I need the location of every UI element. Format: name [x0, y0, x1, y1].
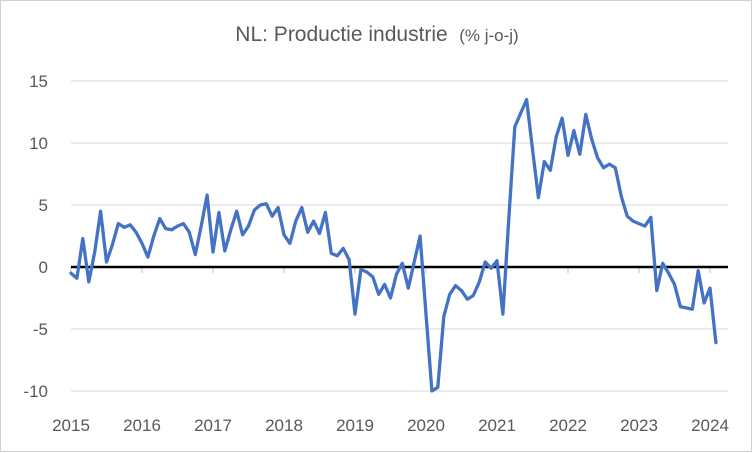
x-axis-tick-label: 2018	[265, 416, 303, 435]
y-axis-labels: 15 10 5 0 -5 -10	[23, 72, 48, 401]
chart-title: NL: Productie industrie (% j-o-j)	[235, 23, 518, 46]
y-axis-tick-label: 5	[39, 196, 48, 215]
x-axis-tick-label: 2015	[52, 416, 90, 435]
x-axis-tick-label: 2019	[336, 416, 374, 435]
production-line-series	[69, 97, 718, 393]
x-axis-tick-label: 2022	[549, 416, 587, 435]
chart-title-units: (% j-o-j)	[459, 26, 519, 45]
y-axis-tick-label: -5	[33, 320, 48, 339]
x-axis-tick-label: 2020	[407, 416, 445, 435]
gridlines	[71, 80, 728, 392]
y-axis-tick-label: 10	[29, 134, 48, 153]
chart-title-main: NL: Productie industrie	[235, 23, 447, 46]
y-axis-tick-label: -10	[23, 382, 48, 401]
y-axis-tick-label: 0	[39, 258, 48, 277]
x-axis-tick-label: 2024	[691, 416, 729, 435]
x-axis-tick-label: 2021	[478, 416, 516, 435]
x-axis-tick-label: 2017	[194, 416, 232, 435]
x-axis-tick-label: 2016	[123, 416, 161, 435]
y-axis-tick-label: 15	[29, 72, 48, 91]
x-axis-tick-label: 2023	[620, 416, 658, 435]
x-axis-labels: 2015 2016 2017 2018 2019 2020 2021 2022 2023 2024	[52, 416, 729, 435]
